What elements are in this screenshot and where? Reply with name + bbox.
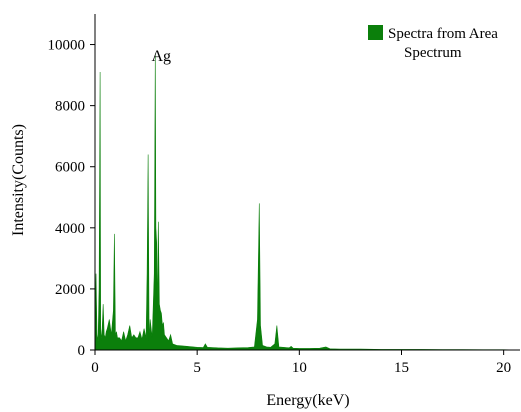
y-tick-label: 6000 [55,160,85,176]
y-tick-label: 0 [78,343,86,359]
y-tick-label: 8000 [55,99,85,115]
plot-frame [94,14,520,351]
x-tick-label: 0 [91,360,99,376]
y-tick-label: 4000 [55,221,85,237]
spectrum-area [94,53,521,351]
y-tick-label: 10000 [48,38,86,54]
x-axis-ticks: 0 5 10 15 20 [91,350,511,376]
x-axis-label: Energy(keV) [266,392,349,409]
legend-swatch [368,25,383,40]
x-tick-label: 15 [394,360,409,376]
legend-label-line2: Spectrum [404,45,462,61]
legend-label: Spectra from Area [388,26,498,42]
x-tick-label: 5 [193,360,201,376]
x-tick-label: 10 [292,360,307,376]
x-tick-label: 20 [496,360,511,376]
peak-annotation-ag: Ag [151,48,171,65]
y-axis-label: Intensity(Counts) [10,124,27,236]
legend: Spectra from Area Spectrum [368,25,498,61]
plot-area [94,53,521,351]
y-tick-label: 2000 [55,282,85,298]
y-axis-ticks: 0 2000 4000 6000 8000 10000 [48,38,95,359]
